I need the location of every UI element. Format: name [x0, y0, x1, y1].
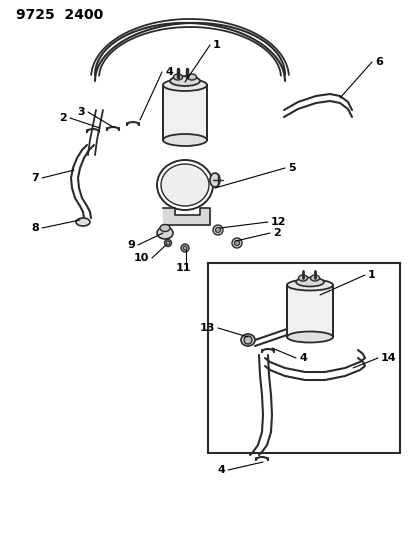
Ellipse shape — [183, 246, 187, 250]
Text: 7: 7 — [31, 173, 39, 183]
Ellipse shape — [296, 278, 324, 287]
Ellipse shape — [215, 228, 220, 232]
Ellipse shape — [76, 218, 90, 226]
Ellipse shape — [232, 238, 242, 248]
Ellipse shape — [310, 275, 319, 281]
Bar — [163, 85, 207, 140]
Text: 2: 2 — [273, 228, 281, 238]
Text: 12: 12 — [271, 217, 286, 227]
Ellipse shape — [287, 332, 333, 343]
Text: 5: 5 — [288, 163, 296, 173]
Text: 1: 1 — [368, 270, 376, 280]
Text: 9: 9 — [127, 240, 135, 250]
Text: 8: 8 — [31, 223, 39, 233]
Text: 1: 1 — [213, 40, 221, 50]
Bar — [287, 285, 333, 337]
Ellipse shape — [163, 134, 207, 146]
Text: 14: 14 — [381, 353, 397, 363]
Ellipse shape — [187, 74, 196, 80]
Ellipse shape — [235, 240, 240, 246]
Ellipse shape — [173, 74, 182, 80]
Text: 11: 11 — [175, 263, 191, 273]
Text: 4: 4 — [299, 353, 307, 363]
Ellipse shape — [161, 164, 209, 206]
Text: 4: 4 — [217, 465, 225, 475]
Ellipse shape — [287, 279, 333, 290]
Text: 10: 10 — [134, 253, 149, 263]
Ellipse shape — [298, 275, 307, 281]
Ellipse shape — [213, 225, 223, 235]
Ellipse shape — [166, 241, 170, 245]
Ellipse shape — [164, 239, 171, 246]
Text: 2: 2 — [59, 113, 67, 123]
Ellipse shape — [170, 76, 200, 86]
Text: 3: 3 — [77, 107, 85, 117]
Ellipse shape — [163, 79, 207, 91]
Text: 9725  2400: 9725 2400 — [16, 8, 103, 22]
Ellipse shape — [160, 224, 170, 231]
Ellipse shape — [210, 173, 220, 187]
Ellipse shape — [241, 334, 255, 346]
Ellipse shape — [244, 336, 252, 344]
Text: 6: 6 — [375, 57, 383, 67]
Bar — [208, 263, 400, 453]
Polygon shape — [163, 208, 210, 225]
Text: 13: 13 — [200, 323, 215, 333]
Ellipse shape — [157, 227, 173, 239]
Ellipse shape — [181, 244, 189, 252]
Text: 4: 4 — [165, 67, 173, 77]
